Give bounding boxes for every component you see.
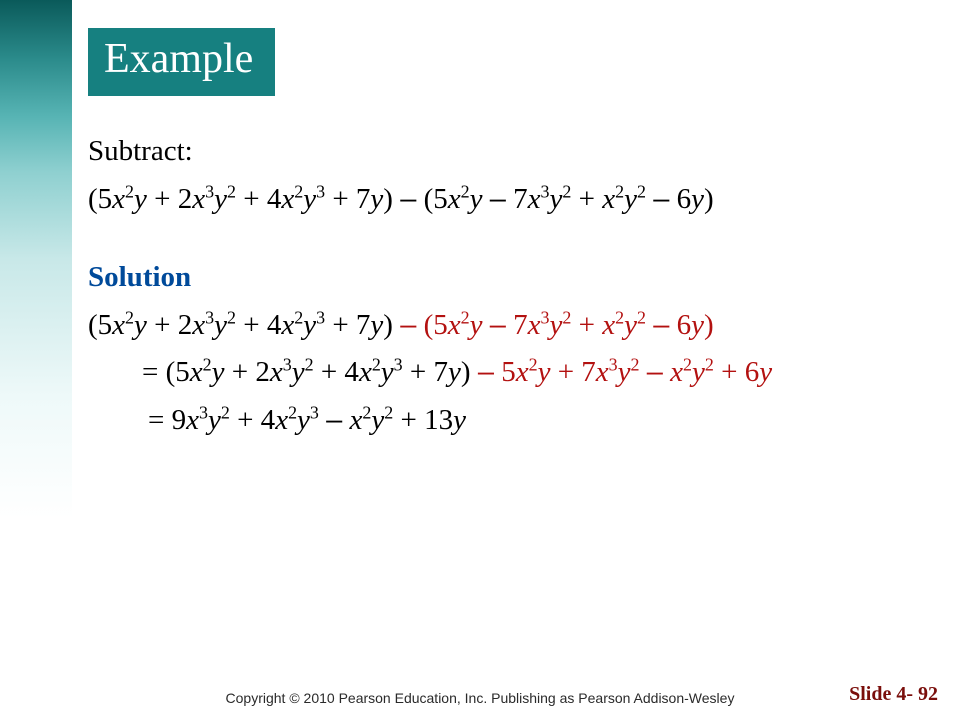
solution-label: Solution [88,254,928,302]
footer-slide-number: Slide 4- 92 [849,683,938,706]
problem-label: Subtract: [88,128,928,176]
left-gradient-panel [0,0,72,720]
solution-line-1: (5x2y + 2x3y2 + 4x2y3 + 7y) – (5x2y – 7x… [88,302,928,350]
title-box: Example [88,28,275,96]
footer-copyright: Copyright © 2010 Pearson Education, Inc.… [0,690,960,706]
problem-expression: (5x2y + 2x3y2 + 4x2y3 + 7y) – (5x2y – 7x… [88,176,928,224]
solution-line-3: = 9x3y2 + 4x2y3 – x2y2 + 13y [88,397,928,445]
title-text: Example [104,36,253,82]
slide: Example Subtract: (5x2y + 2x3y2 + 4x2y3 … [0,0,960,720]
solution-line-2: = (5x2y + 2x3y2 + 4x2y3 + 7y) – 5x2y + 7… [88,349,928,397]
slide-content: Subtract: (5x2y + 2x3y2 + 4x2y3 + 7y) – … [88,128,928,445]
